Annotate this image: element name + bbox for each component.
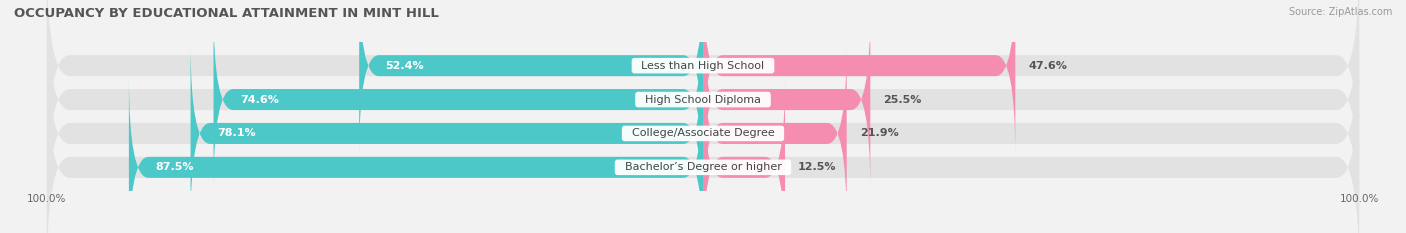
Text: OCCUPANCY BY EDUCATIONAL ATTAINMENT IN MINT HILL: OCCUPANCY BY EDUCATIONAL ATTAINMENT IN M… [14,7,439,20]
FancyBboxPatch shape [191,42,703,225]
Text: Bachelor’s Degree or higher: Bachelor’s Degree or higher [617,162,789,172]
FancyBboxPatch shape [214,8,703,191]
Text: Source: ZipAtlas.com: Source: ZipAtlas.com [1288,7,1392,17]
FancyBboxPatch shape [46,0,1360,174]
FancyBboxPatch shape [703,76,785,233]
FancyBboxPatch shape [703,0,1015,157]
Text: 87.5%: 87.5% [155,162,194,172]
FancyBboxPatch shape [46,59,1360,233]
Text: High School Diploma: High School Diploma [638,95,768,105]
Text: 25.5%: 25.5% [883,95,922,105]
Text: 47.6%: 47.6% [1028,61,1067,71]
FancyBboxPatch shape [703,42,846,225]
FancyBboxPatch shape [46,25,1360,233]
Text: College/Associate Degree: College/Associate Degree [624,128,782,138]
Text: Less than High School: Less than High School [634,61,772,71]
FancyBboxPatch shape [359,0,703,157]
Text: 21.9%: 21.9% [860,128,898,138]
Text: 12.5%: 12.5% [799,162,837,172]
Text: 52.4%: 52.4% [385,61,425,71]
FancyBboxPatch shape [46,0,1360,208]
Text: 74.6%: 74.6% [240,95,278,105]
FancyBboxPatch shape [129,76,703,233]
FancyBboxPatch shape [703,8,870,191]
Text: 78.1%: 78.1% [217,128,256,138]
